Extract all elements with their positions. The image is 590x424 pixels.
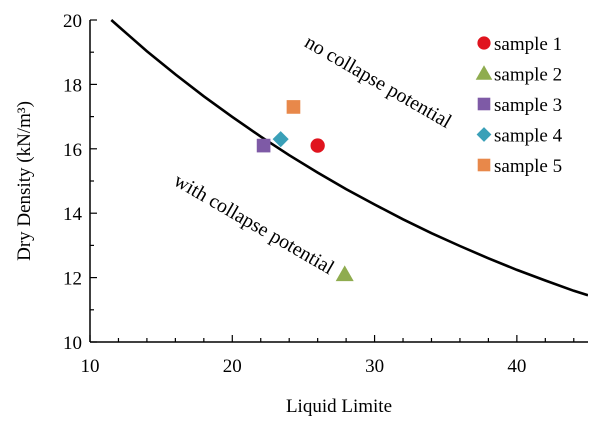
y-tick-label: 10 [63,333,82,354]
x-tick-label: 20 [223,356,242,377]
legend: sample 1 sample 2 sample 3 sample 4 sample 5 [475,34,563,177]
y-tick-label: 14 [63,204,83,225]
y-tick-label: 18 [63,75,82,96]
legend-label: sample 3 [494,95,562,116]
legend-label: sample 1 [494,34,562,55]
data-point-sample-5 [286,100,301,114]
x-tick-label: 10 [81,356,100,377]
legend-label: sample 2 [494,65,562,86]
data-point-sample-1 [310,138,325,153]
collapse-boundary-curve [110,19,588,297]
data-points-layer [256,100,354,282]
legend-label: sample 4 [494,126,563,147]
y-tick-label: 16 [63,140,82,161]
axis-ticks [89,19,575,343]
x-axis-title: Liquid Limite [286,396,392,417]
legend-label: sample 5 [494,156,562,177]
y-tick-label: 20 [63,11,82,32]
legend-marker-sample-5 [477,158,491,172]
no-collapse-annotation: no collapse potential [301,31,456,133]
tick-labels: 10 20 30 40 10 12 14 16 18 20 [63,11,526,377]
legend-marker-sample-1 [477,36,491,50]
annotation-layer: no collapse potential with collapse poten… [170,31,456,279]
boundary-curve-layer [110,19,588,297]
legend-marker-sample-3 [477,97,491,111]
x-tick-label: 30 [365,356,384,377]
with-collapse-annotation: with collapse potential [170,169,338,279]
x-tick-label: 40 [507,356,526,377]
legend-marker-sample-2 [475,65,493,80]
legend-marker-sample-4 [476,127,492,142]
y-tick-label: 12 [63,269,82,290]
data-point-sample-2 [335,265,354,282]
data-point-sample-4 [272,131,289,148]
y-axis-title: Dry Density (kN/m³) [14,101,35,261]
data-point-sample-3 [256,138,271,153]
